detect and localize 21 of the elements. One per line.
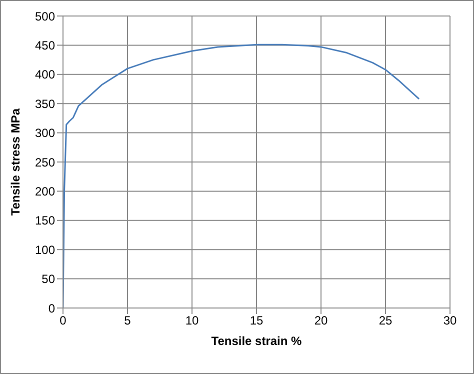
x-tick-label: 30 — [443, 314, 457, 328]
y-tick-label: 500 — [34, 9, 56, 24]
x-tick-label: 20 — [314, 314, 328, 328]
y-tick-label: 200 — [34, 184, 56, 198]
y-tick-label: 150 — [34, 214, 56, 228]
x-tick-label: 0 — [60, 314, 67, 328]
x-axis-title: Tensile strain % — [211, 334, 302, 348]
line-series — [63, 44, 420, 308]
y-tick-label: 350 — [34, 96, 56, 111]
y-tick-label: 450 — [34, 38, 56, 52]
y-tick-label: 300 — [34, 126, 56, 140]
x-tick-label: 5 — [124, 314, 132, 328]
y-tick-label: 400 — [34, 68, 56, 82]
x-tick-label: 25 — [378, 314, 392, 328]
y-axis-title: Tensile stress MPa — [8, 108, 22, 216]
y-tick-label: 250 — [34, 155, 56, 170]
y-tick-label: 100 — [34, 242, 56, 257]
x-tick-label: 10 — [185, 314, 199, 328]
x-tick-label: 15 — [250, 314, 264, 328]
y-tick-label: 0 — [48, 301, 56, 316]
y-tick-label: 50 — [42, 272, 56, 286]
